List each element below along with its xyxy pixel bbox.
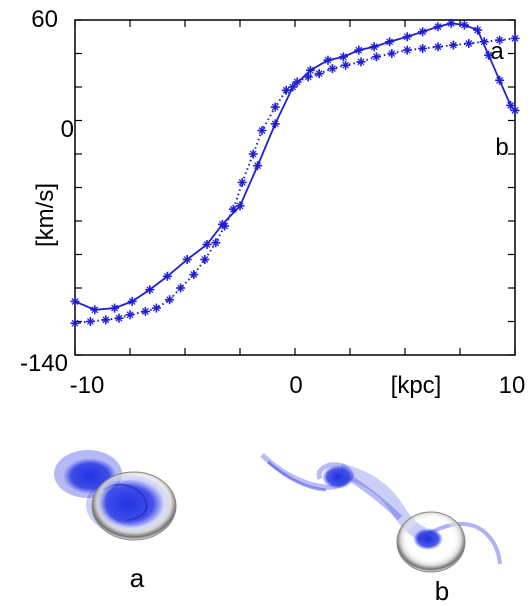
data-point-a [418, 43, 428, 53]
data-point-b [459, 20, 469, 30]
data-point-a [281, 85, 291, 95]
highlight-ring-b [396, 511, 466, 573]
data-point-b [90, 305, 100, 315]
data-point-a [464, 38, 474, 48]
series-line-b [74, 22, 516, 311]
data-point-b [510, 105, 520, 115]
y-tick-label-mid: 0 [61, 116, 74, 143]
x-tick-label-mid: 0 [289, 372, 302, 399]
data-point-b [338, 52, 348, 62]
data-point-b [127, 296, 137, 306]
x-axis-title: [kpc] [391, 372, 442, 399]
series-line-a [74, 37, 516, 325]
data-point-b [110, 303, 120, 313]
data-point-a [237, 177, 247, 187]
data-point-a [356, 57, 366, 67]
data-point-a [327, 64, 337, 74]
data-point-b [305, 65, 315, 75]
data-point-b [323, 55, 333, 65]
data-point-b [70, 296, 80, 306]
data-point-a [114, 313, 124, 323]
data-point-b [369, 42, 379, 52]
data-point-b [253, 161, 263, 171]
data-point-b [433, 22, 443, 32]
data-point-b [473, 25, 483, 35]
data-point-a [270, 102, 280, 112]
data-point-b [385, 37, 395, 47]
data-point-b [354, 45, 364, 55]
data-point-a [495, 35, 505, 45]
data-point-b [495, 75, 505, 85]
data-point-a [101, 315, 111, 325]
y-tick-label-bottom: -140 [20, 350, 68, 377]
plot-area [70, 18, 520, 356]
data-point-b [402, 32, 412, 42]
data-point-b [182, 255, 192, 265]
data-point-b [162, 271, 172, 281]
data-point-b [235, 201, 245, 211]
data-point-a [314, 69, 324, 79]
data-point-a [211, 238, 221, 248]
series-label-a: a [490, 38, 504, 65]
data-point-a [85, 317, 95, 326]
data-point-a [125, 310, 135, 320]
data-point-b [484, 50, 494, 60]
snapshot-a: a [54, 450, 177, 593]
y-axis-title: [km/s] [32, 183, 59, 247]
snapshot-b: b [260, 453, 502, 606]
data-point-b [217, 219, 227, 229]
data-point-a [371, 52, 381, 62]
data-point-a [189, 270, 199, 280]
data-point-a [140, 306, 150, 316]
data-point-b [202, 239, 212, 249]
data-point-a [433, 42, 443, 52]
data-point-a [165, 295, 175, 305]
snapshot-b-label: b [435, 576, 449, 606]
data-point-b [288, 82, 298, 92]
data-point-a [200, 255, 210, 265]
highlight-ring-a [91, 471, 177, 541]
x-tick-label-right: 10 [499, 372, 526, 399]
data-point-b [145, 285, 155, 295]
snapshot-a-label: a [130, 563, 145, 593]
data-point-a [303, 72, 313, 82]
data-point-a [387, 49, 397, 58]
data-point-a [70, 318, 80, 328]
axis-ticks [74, 19, 516, 356]
x-tick-label-left: -10 [70, 372, 105, 399]
series-label-b: b [495, 134, 508, 161]
data-point-a [402, 45, 412, 55]
data-point-a [248, 149, 258, 159]
y-tick-label-top: 60 [31, 6, 58, 33]
series-layer [70, 18, 520, 328]
data-point-a [151, 303, 161, 313]
data-point-b [418, 27, 428, 37]
data-point-a [341, 60, 351, 70]
data-point-a [448, 40, 458, 50]
data-point-a [257, 126, 267, 136]
data-point-a [176, 283, 186, 293]
data-point-b [270, 119, 280, 129]
data-point-a [510, 33, 520, 43]
data-point-b [446, 18, 456, 28]
plot-frame [74, 19, 516, 356]
